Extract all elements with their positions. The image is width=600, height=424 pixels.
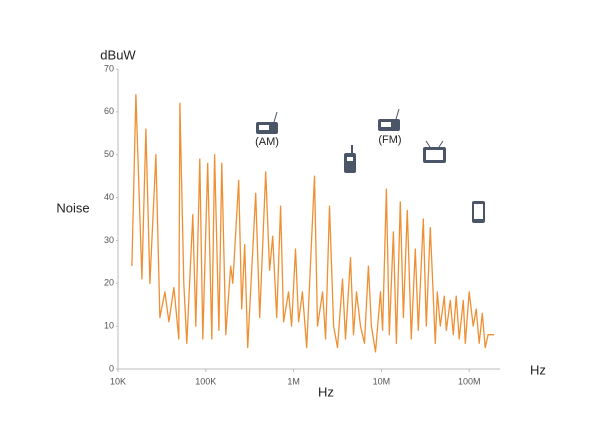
walkie-talkie-icon xyxy=(344,145,356,173)
y-tick-label: 30 xyxy=(104,235,114,245)
y-tick-label: 70 xyxy=(104,63,114,73)
radio-icon xyxy=(378,108,400,131)
y-tick-label: 20 xyxy=(104,278,114,288)
y-tick-label: 10 xyxy=(104,321,114,331)
y-tick-label: 50 xyxy=(104,149,114,159)
y-tick-label: 40 xyxy=(104,192,114,202)
x-unit-label: Hz xyxy=(530,362,546,377)
x-tick-label: 100M xyxy=(458,376,481,386)
x-tick-label: 10M xyxy=(373,376,391,386)
y-tick-label: 0 xyxy=(109,363,114,373)
x-tick-label: 100K xyxy=(195,376,216,386)
x-tick-label: 10K xyxy=(110,376,126,386)
phone-icon xyxy=(472,201,485,223)
annotation: (AM) xyxy=(255,136,279,148)
y-axis-label: Noise xyxy=(56,200,89,215)
y-tick-label: 60 xyxy=(104,106,114,116)
x-tick-label: 1M xyxy=(287,376,300,386)
x-axis-label: Hz xyxy=(318,384,334,399)
y-unit-label: dBuW xyxy=(100,47,136,62)
line-series xyxy=(131,94,495,353)
tv-icon xyxy=(423,140,446,163)
radio-icon xyxy=(256,111,278,134)
annotation: (FM) xyxy=(378,134,401,146)
